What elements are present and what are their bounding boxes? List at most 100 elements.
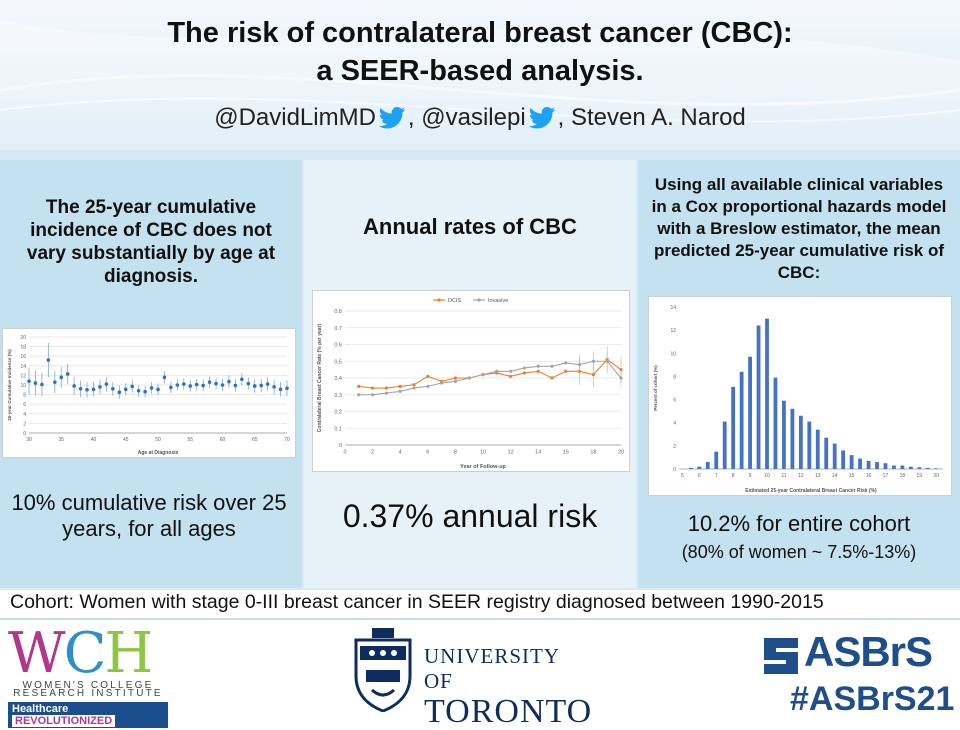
title-line-1: The risk of contralateral breast cancer … [167, 17, 793, 49]
data-point [252, 384, 257, 388]
data-point [72, 384, 76, 388]
histogram-bar [790, 408, 795, 469]
legend-marker [437, 298, 441, 302]
uoft-logo: UNIVERSITY OF TORONTO [352, 626, 592, 730]
x-tick-label: 14 [832, 473, 838, 479]
data-point [384, 391, 388, 395]
data-point [357, 384, 361, 388]
data-point [27, 379, 31, 383]
data-point [162, 375, 167, 380]
x-tick-label: 7 [715, 473, 718, 479]
y-tick-label: 6 [673, 398, 676, 404]
y-axis-title: 25-year Cumulative Incidence (%) [7, 349, 12, 421]
title-line-2: a SEER-based analysis. [316, 55, 644, 87]
data-point [357, 393, 361, 397]
histogram-bar [697, 466, 702, 469]
data-point [188, 384, 193, 388]
data-point [111, 387, 115, 391]
series-line [358, 360, 622, 396]
right-panel-stat: 10.2% for entire cohort (80% of women ~ … [638, 510, 960, 566]
footer: WCH WOMEN'S COLLEGE RESEARCH INSTITUTE H… [0, 618, 960, 730]
data-point [98, 385, 102, 389]
x-tick-label: 65 [252, 437, 258, 443]
twitter-icon [528, 107, 555, 129]
x-tick-label: 18 [900, 473, 906, 479]
data-point [240, 377, 244, 382]
wch-tag-2: REVOLUTIONIZED [12, 715, 116, 727]
data-point [453, 379, 457, 383]
x-tick-label: 50 [155, 437, 161, 443]
data-point [265, 382, 270, 386]
uoft-line-2: TORONTO [424, 693, 593, 730]
x-tick-label: 60 [220, 437, 226, 443]
y-tick-label: 0.1 [334, 426, 342, 432]
data-point [550, 376, 554, 380]
data-point [384, 386, 388, 390]
data-point [40, 382, 44, 387]
author-3: , Steven A. Narod [557, 104, 746, 131]
data-point [136, 388, 141, 393]
data-point [481, 373, 485, 377]
histogram-bar [739, 371, 744, 469]
data-point [85, 388, 89, 392]
age-incidence-chart: 0 2 4 6 8 10 12 14 16 18 20 30 35 40 45 50 55 60 65 70 Age a… [7, 335, 290, 456]
legend-label: Invasive [488, 298, 508, 304]
data-point [550, 364, 554, 368]
data-point [412, 383, 416, 387]
data-point [605, 359, 609, 363]
data-point [182, 382, 186, 386]
data-point [467, 376, 471, 380]
histogram-bar [908, 466, 913, 469]
data-point [272, 385, 276, 389]
histogram-bar [849, 455, 854, 469]
right-panel-stat-main: 10.2% for entire cohort [687, 511, 911, 536]
data-point [201, 383, 205, 388]
x-tick-label: 10 [480, 450, 486, 456]
middle-panel-stat: 0.37% annual risk [342, 498, 598, 534]
histogram-bar [765, 318, 769, 469]
uoft-line-1: UNIVERSITY OF [424, 644, 560, 693]
wch-wordmark: WCH [8, 621, 153, 686]
wch-subtitle-1: WOMEN'S COLLEGE [22, 680, 154, 691]
histogram-bar [900, 465, 905, 469]
data-point [426, 384, 430, 388]
histogram-bar [798, 415, 803, 469]
x-axis-title: Year of Follow-up [460, 464, 506, 470]
x-tick-label: 10 [764, 473, 770, 479]
histogram-bar [841, 450, 846, 469]
data-point [619, 376, 623, 380]
legend-marker [477, 298, 481, 302]
y-tick-label: 8 [673, 374, 676, 380]
histogram-bar [731, 386, 736, 469]
data-point [522, 371, 526, 375]
annual-rate-chart: 0 0.1 0.2 0.3 0.4 0.5 0.6 0.7 0.8 0 2 4 6 8 10 12 14 16 18… [317, 298, 624, 470]
data-point [440, 381, 444, 385]
data-point [175, 383, 180, 387]
x-tick-label: 4 [399, 450, 402, 456]
data-point [591, 359, 595, 363]
asbrs-hashtag: #ASBrS21 [790, 680, 955, 718]
x-tick-label: 2 [371, 450, 374, 456]
y-tick-label: 0.2 [334, 410, 342, 416]
legend-label: DCIS [448, 298, 461, 304]
histogram-bar [832, 443, 837, 469]
data-point [398, 389, 402, 393]
x-tick-label: 15 [849, 473, 855, 479]
histogram-bar [917, 467, 922, 469]
middle-panel-heading: Annual rates of CBC [363, 214, 577, 239]
y-tick-label: 0.5 [334, 359, 342, 365]
data-point [564, 369, 568, 373]
y-tick-label: 0 [23, 431, 26, 437]
data-point [591, 373, 595, 377]
data-point [536, 369, 540, 373]
data-point [207, 380, 212, 384]
data-point [169, 385, 173, 390]
y-axis-title: Percent of cohort (%) [653, 365, 658, 411]
header-background [0, 0, 960, 150]
data-point [220, 383, 225, 387]
data-point [522, 366, 526, 370]
left-panel: The 25-year cumulative incidence of CBC … [0, 160, 302, 588]
data-point [259, 383, 264, 388]
data-point [564, 361, 568, 365]
x-tick-label: 30 [26, 437, 32, 443]
